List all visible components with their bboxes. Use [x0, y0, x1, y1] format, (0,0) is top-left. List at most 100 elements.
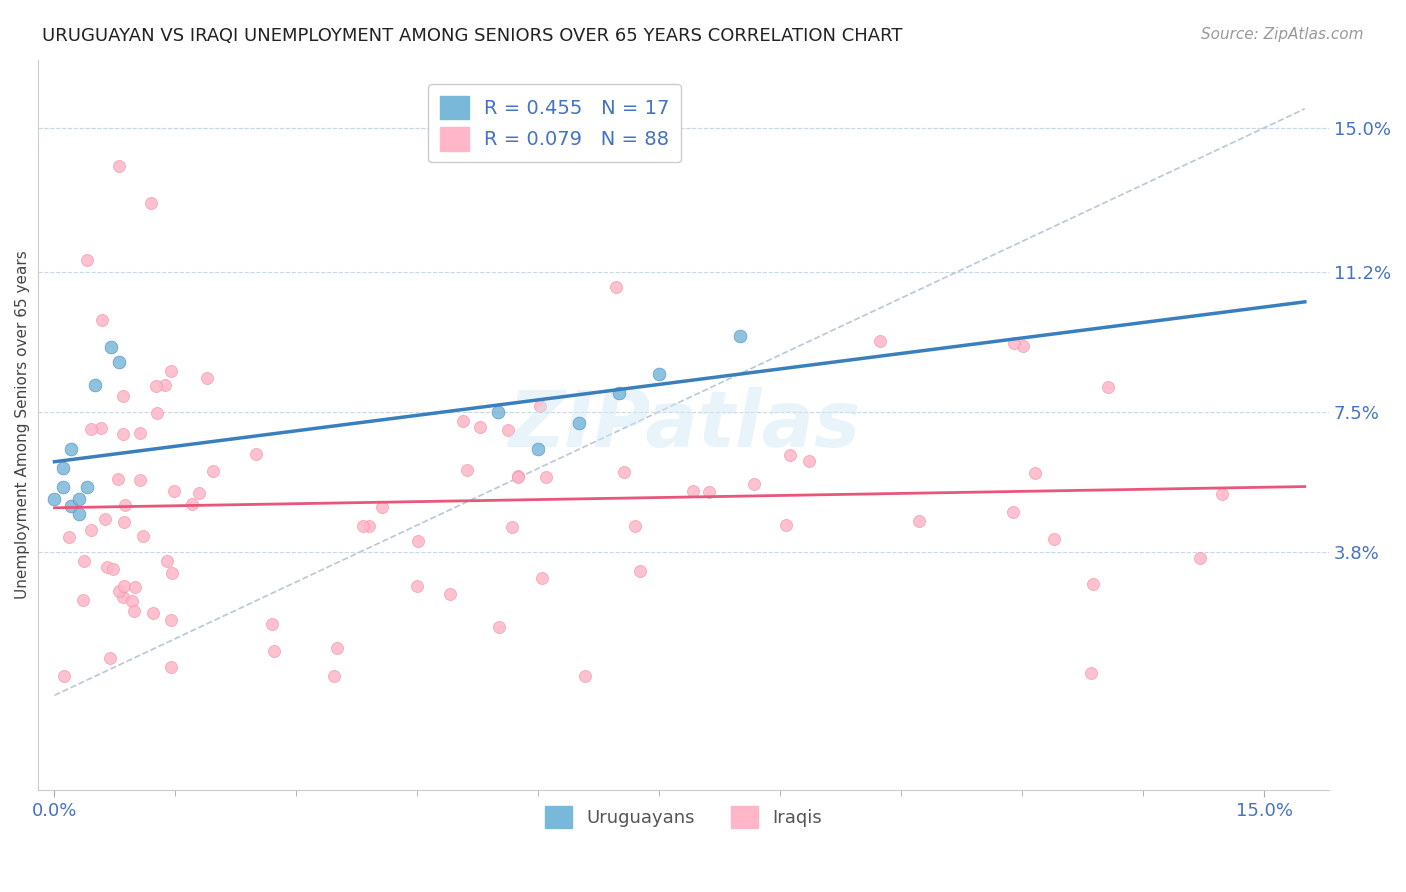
Point [59, 499, 82, 513]
Point [263, 644, 285, 658]
Point [742, 476, 765, 491]
Point [114, 499, 136, 513]
Point [44, 491, 66, 506]
Point [508, 470, 530, 484]
Point [201, 464, 224, 478]
Point [153, 377, 176, 392]
Point [359, 519, 381, 533]
Point [527, 442, 550, 457]
Point [1097, 380, 1119, 394]
Point [574, 669, 596, 683]
Point [108, 159, 131, 173]
Point [129, 425, 152, 440]
Point [439, 587, 461, 601]
Text: Source: ZipAtlas.com: Source: ZipAtlas.com [1201, 27, 1364, 42]
Point [728, 328, 751, 343]
Point [1188, 550, 1211, 565]
Point [142, 607, 165, 621]
Text: ZIPatlas: ZIPatlas [508, 387, 860, 463]
Point [607, 385, 630, 400]
Point [67, 491, 90, 506]
Point [156, 554, 179, 568]
Point [260, 616, 283, 631]
Point [1043, 532, 1066, 546]
Point [799, 454, 821, 468]
Point [624, 518, 647, 533]
Point [107, 472, 129, 486]
Point [114, 515, 136, 529]
Y-axis label: Unemployment Among Seniors over 65 years: Unemployment Among Seniors over 65 years [15, 251, 30, 599]
Point [122, 604, 145, 618]
Point [908, 515, 931, 529]
Point [132, 529, 155, 543]
Point [370, 500, 392, 514]
Point [486, 404, 509, 418]
Text: URUGUAYAN VS IRAQI UNEMPLOYMENT AMONG SENIORS OVER 65 YEARS CORRELATION CHART: URUGUAYAN VS IRAQI UNEMPLOYMENT AMONG SE… [42, 27, 903, 45]
Point [101, 562, 124, 576]
Point [100, 340, 122, 354]
Point [506, 469, 529, 483]
Point [1024, 466, 1046, 480]
Point [451, 414, 474, 428]
Point [72, 593, 94, 607]
Point [83, 378, 105, 392]
Point [488, 619, 510, 633]
Point [1211, 487, 1233, 501]
Point [405, 579, 427, 593]
Point [180, 497, 202, 511]
Point [326, 640, 349, 655]
Point [1012, 339, 1035, 353]
Point [159, 364, 181, 378]
Point [775, 517, 797, 532]
Point [67, 507, 90, 521]
Point [98, 651, 121, 665]
Point [146, 406, 169, 420]
Point [160, 566, 183, 581]
Point [51, 461, 73, 475]
Point [124, 580, 146, 594]
Point [245, 447, 267, 461]
Point [779, 448, 801, 462]
Point [76, 253, 98, 268]
Point [682, 484, 704, 499]
Point [112, 578, 135, 592]
Point [628, 564, 651, 578]
Point [90, 420, 112, 434]
Point [108, 355, 131, 369]
Point [501, 520, 523, 534]
Point [53, 669, 76, 683]
Point [160, 613, 183, 627]
Point [59, 442, 82, 457]
Point [352, 519, 374, 533]
Point [187, 486, 209, 500]
Point [58, 530, 80, 544]
Point [141, 196, 163, 211]
Point [1002, 336, 1025, 351]
Point [869, 334, 891, 348]
Point [94, 512, 117, 526]
Point [697, 484, 720, 499]
Point [76, 480, 98, 494]
Point [129, 474, 152, 488]
Point [534, 470, 557, 484]
Point [111, 590, 134, 604]
Point [406, 533, 429, 548]
Point [90, 313, 112, 327]
Point [496, 423, 519, 437]
Point [145, 378, 167, 392]
Point [195, 370, 218, 384]
Point [612, 465, 634, 479]
Point [1080, 665, 1102, 680]
Legend: Uruguayans, Iraqis: Uruguayans, Iraqis [537, 799, 830, 836]
Point [80, 523, 103, 537]
Point [162, 484, 184, 499]
Point [107, 584, 129, 599]
Point [568, 416, 591, 430]
Point [529, 399, 551, 413]
Point [160, 660, 183, 674]
Point [456, 462, 478, 476]
Point [1001, 505, 1024, 519]
Point [1081, 576, 1104, 591]
Point [121, 594, 143, 608]
Point [51, 480, 73, 494]
